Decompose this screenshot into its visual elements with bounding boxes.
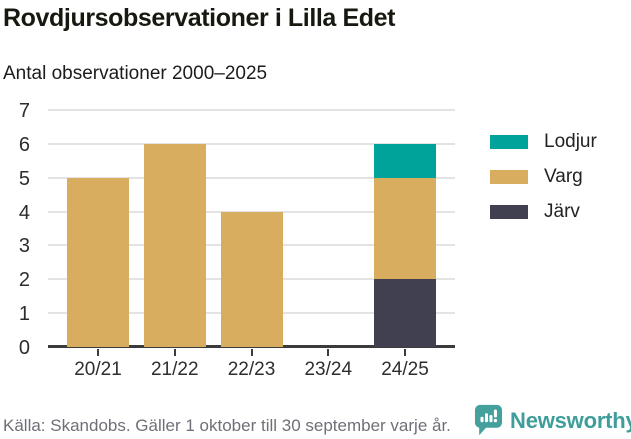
- y-axis-label: 3: [18, 235, 30, 258]
- legend-label: Lodjur: [544, 131, 597, 152]
- x-axis-label: 21/22: [150, 359, 199, 380]
- bar-segment-lodjur: [374, 143, 436, 178]
- bar-segment-varg: [374, 177, 436, 280]
- legend-item: Järv: [490, 201, 597, 223]
- y-axis-label: 2: [18, 269, 30, 292]
- newsworthy-logo: Newsworthy: [474, 404, 631, 437]
- x-axis-label: 22/23: [227, 359, 276, 380]
- legend-swatch: [490, 135, 528, 149]
- legend-item: Varg: [490, 166, 597, 188]
- gridline: [48, 142, 455, 145]
- legend: Lodjur Varg Järv: [490, 131, 597, 236]
- plot-area: 20/21 21/22 22/23 23/24 24/25: [48, 109, 455, 380]
- legend-label: Järv: [544, 201, 580, 222]
- x-axis-tick: [250, 349, 253, 356]
- x-axis-tick: [404, 349, 406, 356]
- newsworthy-icon: [474, 404, 503, 436]
- legend-swatch: [490, 170, 528, 184]
- y-axis-label: 5: [18, 167, 30, 190]
- x-axis-label: 23/24: [304, 359, 353, 380]
- legend-label: Varg: [544, 166, 583, 187]
- y-axis: 0 1 2 3 4 5 6 7: [0, 101, 39, 358]
- gridline: [48, 176, 455, 179]
- chart-subtitle: Antal observationer 2000–2025: [3, 63, 268, 84]
- y-axis-label: 0: [18, 337, 30, 359]
- source-note: Källa: Skandobs. Gäller 1 oktober till 3…: [3, 416, 451, 435]
- bar-segment-varg: [143, 143, 206, 347]
- x-axis-label: 24/25: [381, 359, 429, 380]
- bar-segment-varg: [220, 211, 283, 347]
- x-axis-tick: [327, 349, 330, 356]
- x-axis-label: 20/21: [74, 359, 122, 380]
- legend-item: Lodjur: [490, 131, 597, 153]
- y-axis-label: 4: [18, 201, 30, 224]
- x-axis-tick: [173, 349, 176, 356]
- y-axis-label: 7: [18, 100, 30, 122]
- x-axis-tick: [97, 349, 99, 356]
- gridline: [48, 210, 455, 213]
- bar-segment-jrv: [374, 279, 436, 347]
- chart-title: Rovdjursobservationer i Lilla Edet: [3, 4, 396, 32]
- y-axis-label: 1: [18, 303, 30, 326]
- newsworthy-wordmark: Newsworthy: [510, 407, 631, 433]
- legend-swatch: [490, 205, 528, 219]
- y-axis-label: 6: [18, 133, 30, 156]
- gridline: [48, 109, 455, 112]
- bar-segment-varg: [67, 177, 129, 347]
